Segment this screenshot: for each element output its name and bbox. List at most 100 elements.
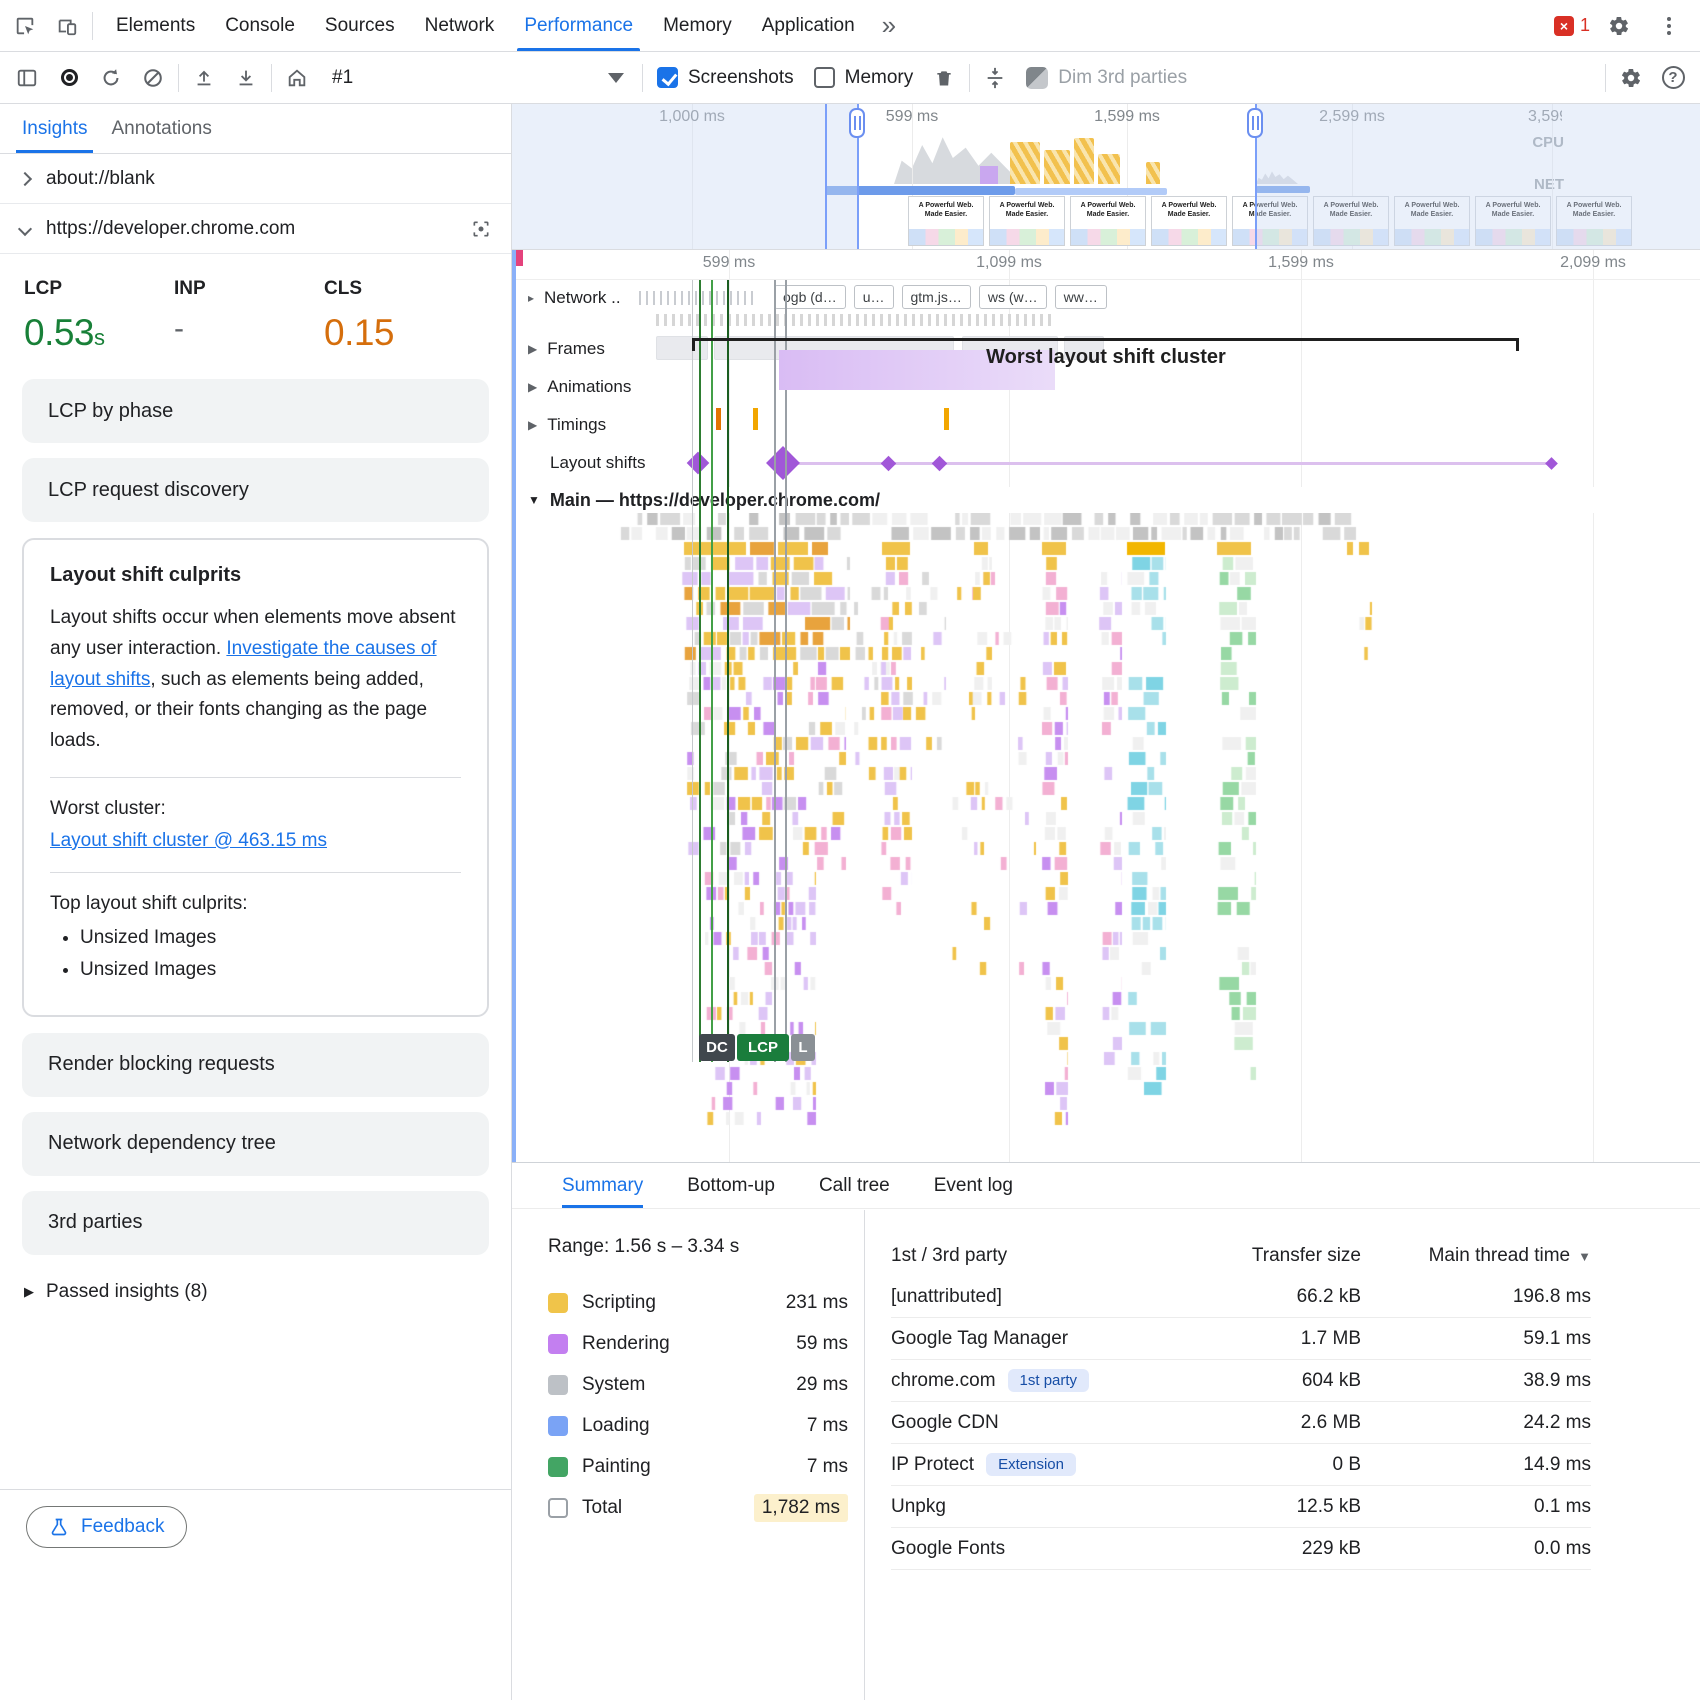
help-icon[interactable]: ? [1652,57,1694,99]
memory-checkbox-wrap[interactable]: Memory [804,67,924,89]
screenshots-checkbox[interactable] [657,67,678,88]
expand-icon[interactable]: ▶ [528,380,538,394]
filmstrip-screenshot[interactable]: A Powerful Web. Made Easier. [989,196,1065,246]
table-row[interactable]: chrome.com 1st party 604 kB 38.9 ms [891,1360,1591,1402]
details-tab-event-log[interactable]: Event log [933,1174,1013,1196]
layout-shift-diamond[interactable] [931,455,947,471]
feedback-button[interactable]: Feedback [26,1506,188,1548]
more-tabs-icon[interactable]: » [881,10,897,40]
window-resize-handle[interactable] [1247,108,1263,138]
insight-card[interactable]: LCP by phase [22,379,489,443]
col-main-thread-header[interactable]: Main thread time ▼ [1428,1245,1591,1266]
device-toolbar-icon[interactable] [46,5,88,47]
chevron-down-icon[interactable] [17,221,33,236]
screenshots-checkbox-wrap[interactable]: Screenshots [647,67,804,89]
filmstrip-screenshot[interactable]: A Powerful Web. Made Easier. [1394,196,1470,246]
expand-icon[interactable]: ▶ [528,418,538,432]
worst-cluster-link[interactable]: Layout shift cluster @ 463.15 ms [50,829,327,851]
filmstrip-screenshot[interactable]: A Powerful Web. Made Easier. [1070,196,1146,246]
tab-memory[interactable]: Memory [663,14,732,36]
network-track-header[interactable]: ▸ Network .. [516,283,757,313]
window-resize-handle[interactable] [849,108,865,138]
table-row[interactable]: IP Protect Extension 0 B 14.9 ms [891,1444,1591,1486]
layout-shift-diamond[interactable] [1544,456,1558,470]
memory-checkbox[interactable] [813,67,835,88]
network-request-chip[interactable]: ws (w… [978,285,1047,309]
layout-shift-diamond[interactable] [880,455,896,471]
record-icon[interactable] [48,57,90,99]
details-tab-bottom-up[interactable]: Bottom-up [687,1174,775,1196]
details-tab-call-tree[interactable]: Call tree [818,1174,890,1196]
filmstrip-screenshot[interactable]: A Powerful Web. Made Easier. [1313,196,1389,246]
frames-track-header[interactable]: ▶ Frames [516,334,605,364]
dim-third-parties-toggle[interactable]: Dim 3rd parties [1016,66,1197,89]
reload-record-icon[interactable] [90,57,132,99]
tab-network[interactable]: Network [424,14,495,36]
kebab-menu-icon[interactable] [1648,5,1690,47]
expand-icon[interactable]: ▸ [528,291,535,305]
clear-icon[interactable] [132,57,174,99]
main-thread-track-header[interactable]: ▼ Main — https://developer.chrome.com/ [516,487,1700,513]
timeline-tracks[interactable]: 599 ms 1,099 ms 1,599 ms 2,099 ms ▸ Network… [512,250,1700,1162]
profile-select[interactable]: #1 [318,67,638,89]
details-tab-summary[interactable]: Summary [562,1163,644,1208]
garbage-collect-icon[interactable] [923,57,965,99]
chevron-right-icon[interactable] [17,171,33,186]
tab-elements[interactable]: Elements [116,14,196,36]
table-row[interactable]: Google Fonts 229 kB 0.0 ms [891,1528,1591,1570]
collapse-tracks-icon[interactable] [974,57,1016,99]
download-profile-icon[interactable] [225,57,267,99]
nav-site[interactable]: https://developer.chrome.com [0,204,511,254]
table-row[interactable]: [unattributed] 66.2 kB 196.8 ms [891,1276,1591,1318]
toggle-panel-icon[interactable] [6,57,48,99]
table-row[interactable]: Google CDN 2.6 MB 24.2 ms [891,1402,1591,1444]
issues-badge[interactable]: × 1 [1553,15,1590,36]
network-request-chip[interactable]: gtm.js… [901,285,971,309]
timeline-main: CPU NET 1,000 ms 599 ms 1,599 ms 2,599 ms 3,… [512,104,1700,1700]
filmstrip-screenshot[interactable]: A Powerful Web. Made Easier. [908,196,984,246]
layout-shift-culprits-card[interactable]: Layout shift culprits Layout shifts occu… [22,538,489,1017]
sidebar-tab-annotations[interactable]: Annotations [111,117,212,139]
network-request-chip[interactable]: u… [853,285,894,309]
layout-shift-diamond[interactable] [766,446,800,480]
insight-card[interactable]: Render blocking requests [22,1032,489,1097]
filmstrip-screenshot[interactable]: A Powerful Web. Made Easier. [1151,196,1227,246]
col-transfer-header[interactable]: Transfer size [1251,1245,1361,1266]
investigate-link[interactable]: Investigate the causes of layout shifts [50,637,437,690]
focus-viewfinder-icon[interactable] [471,219,491,239]
party-name: [unattributed] [891,1285,1002,1307]
filmstrip-screenshot[interactable]: A Powerful Web. Made Easier. [1556,196,1632,246]
insight-card[interactable]: 3rd parties [22,1190,489,1255]
layout-shift-diamond[interactable] [686,451,710,475]
expand-icon[interactable]: ▶ [528,342,538,356]
table-row[interactable]: Google Tag Manager 1.7 MB 59.1 ms [891,1318,1591,1360]
table-header-row[interactable]: 1st / 3rd party Transfer size Main threa… [891,1236,1591,1276]
table-row[interactable]: Unpkg 12.5 kB 0.1 ms [891,1486,1591,1528]
main-flame-chart[interactable] [516,512,1700,1152]
settings-gear-icon[interactable] [1598,5,1640,47]
tab-console[interactable]: Console [225,14,295,36]
network-request-chip[interactable]: ww… [1054,285,1107,309]
tab-performance[interactable]: Performance [509,0,648,51]
timeline-overview-minimap[interactable]: CPU NET 1,000 ms 599 ms 1,599 ms 2,599 ms 3,… [512,104,1700,250]
nav-about-blank[interactable]: about://blank [0,154,511,204]
collapse-icon[interactable]: ▼ [528,493,540,507]
layout-shifts-track-header[interactable]: Layout shifts [516,448,645,478]
tab-application[interactable]: Application [761,14,855,36]
capture-settings-gear-icon[interactable] [1610,57,1652,99]
timings-track-header[interactable]: ▶ Timings [516,410,606,440]
home-icon[interactable] [276,57,318,99]
inspect-icon[interactable] [4,5,46,47]
insight-card[interactable]: LCP request discovery [22,458,489,522]
filmstrip-screenshot[interactable]: A Powerful Web. Made Easier. [1232,196,1308,246]
filmstrip-screenshot[interactable]: A Powerful Web. Made Easier. [1475,196,1551,246]
insight-card[interactable]: Network dependency tree [22,1111,489,1176]
col-party-header[interactable]: 1st / 3rd party [891,1245,1008,1266]
animations-track-header[interactable]: ▶ Animations [516,372,631,402]
layout-shift-cluster-bar[interactable] [779,350,1055,390]
sidebar-tab-insights[interactable]: Insights [10,104,99,153]
tab-sources[interactable]: Sources [324,14,395,36]
passed-insights[interactable]: ▶ Passed insights (8) [24,1281,487,1303]
expand-icon[interactable]: ▶ [24,1283,34,1299]
upload-profile-icon[interactable] [183,57,225,99]
